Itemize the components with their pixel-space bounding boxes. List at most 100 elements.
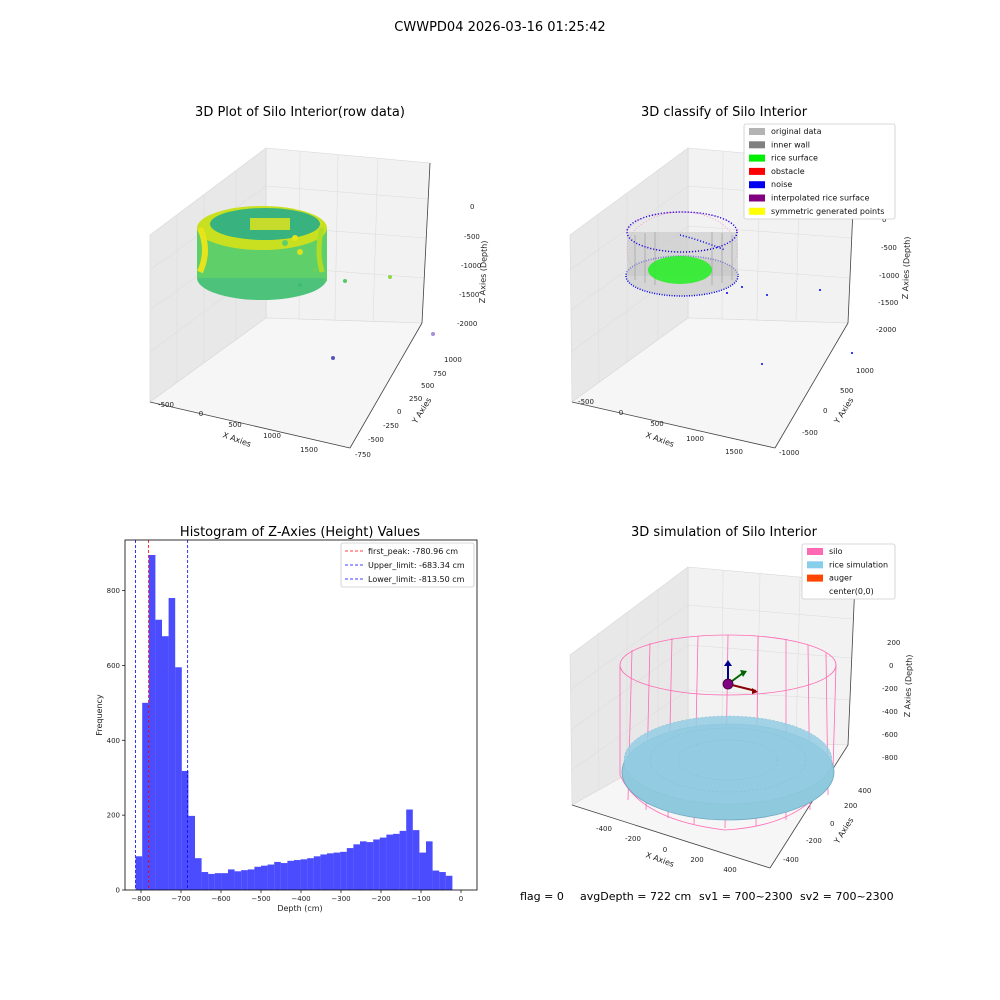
histogram-bar bbox=[346, 848, 354, 890]
legend-swatch bbox=[807, 548, 823, 555]
histogram-bar bbox=[241, 870, 248, 890]
histogram-bar bbox=[426, 841, 433, 890]
legend-swatch bbox=[749, 154, 765, 162]
legend-items: silo rice simulation auger center(0,0) bbox=[807, 547, 888, 596]
simulation-y-ticks: -400 -200 0 200 400 bbox=[783, 787, 871, 864]
legend-label: Upper_limit: -683.34 cm bbox=[368, 561, 465, 570]
histogram-bar bbox=[155, 619, 162, 890]
histogram-bar bbox=[386, 834, 393, 890]
classify-point-cloud bbox=[625, 211, 853, 365]
histogram-bar bbox=[135, 856, 143, 890]
z-tick: -1000 bbox=[461, 262, 481, 270]
x-tick: 1000 bbox=[263, 432, 281, 440]
z-tick: -400 bbox=[882, 708, 898, 716]
x-tick: -400 bbox=[596, 825, 612, 833]
y-tick: -250 bbox=[383, 422, 399, 430]
histogram-bar bbox=[267, 864, 275, 890]
z-tick: 0 bbox=[470, 203, 474, 211]
y-tick: 1000 bbox=[856, 367, 874, 375]
y-tick: 0 bbox=[830, 820, 834, 828]
histogram-bar bbox=[373, 839, 380, 890]
histogram-bar bbox=[201, 872, 209, 890]
x-tick: 1500 bbox=[300, 446, 318, 454]
z-tick: -500 bbox=[881, 244, 897, 252]
legend-items: first_peak: -780.96 cm Upper_limit: -683.… bbox=[345, 547, 465, 584]
z-tick: 200 bbox=[887, 639, 900, 647]
y-tick: 250 bbox=[409, 395, 422, 403]
x-tick-label: −600 bbox=[211, 895, 230, 903]
histogram-bar bbox=[340, 851, 347, 890]
raw-z-ticks: 0 -500 -1000 -1500 -2000 bbox=[457, 203, 481, 328]
raw-point-cloud bbox=[197, 206, 435, 360]
legend-swatch bbox=[749, 181, 765, 189]
x-tick: 400 bbox=[723, 866, 736, 874]
raw-axes-box bbox=[149, 147, 431, 449]
z-tick: -1000 bbox=[879, 272, 899, 280]
histogram-bar bbox=[445, 875, 453, 890]
classify-y-ticks: -1000 -500 0 500 1000 bbox=[779, 367, 874, 457]
z-tick: -800 bbox=[882, 754, 898, 762]
histogram-bar bbox=[228, 869, 235, 890]
x-tick-label: −500 bbox=[251, 895, 270, 903]
histogram-bar bbox=[393, 833, 400, 890]
histogram-bar bbox=[254, 866, 261, 890]
y-tick: 750 bbox=[433, 370, 446, 378]
histogram-bar bbox=[300, 859, 308, 890]
histogram-bar bbox=[274, 861, 281, 890]
simulation-y-label: Y Axies bbox=[832, 816, 856, 846]
z-tick: 0 bbox=[882, 216, 886, 224]
histogram-bar bbox=[320, 854, 327, 890]
x-tick-label: −100 bbox=[411, 895, 430, 903]
y-tick: -200 bbox=[806, 837, 822, 845]
legend-label: obstacle bbox=[771, 167, 805, 176]
legend-label: symmetric generated points bbox=[771, 207, 884, 216]
simulation-render bbox=[619, 634, 837, 831]
y-tick: -500 bbox=[368, 436, 384, 444]
x-tick-label: −800 bbox=[131, 895, 150, 903]
y-tick-label: 0 bbox=[116, 887, 120, 895]
classify-title: 3D classify of Silo Interior bbox=[641, 105, 808, 120]
simulation-x-ticks: -400 -200 0 200 400 bbox=[596, 825, 737, 874]
histogram-bar bbox=[195, 858, 202, 890]
histogram-bar bbox=[353, 844, 360, 890]
avg-depth-value: avgDepth = 722 cm bbox=[580, 890, 691, 903]
classify-x-ticks: -500 0 500 1000 1500 bbox=[578, 398, 743, 456]
legend-label: Lower_limit: -813.50 cm bbox=[368, 575, 465, 584]
legend-swatch bbox=[749, 141, 765, 149]
classify-z-ticks: 0 -500 -1000 -1500 -2000 bbox=[876, 216, 899, 334]
sv1-value: sv1 = 700~2300 bbox=[699, 890, 793, 903]
histogram-bar bbox=[221, 873, 228, 890]
simulation-title: 3D simulation of Silo Interior bbox=[631, 525, 818, 540]
legend-label: first_peak: -780.96 cm bbox=[368, 547, 458, 556]
histogram-bar bbox=[234, 871, 242, 890]
simulation-x-label: X Axies bbox=[644, 850, 675, 869]
simulation-z-ticks: 200 0 -200 -400 -600 -800 bbox=[882, 639, 900, 762]
z-tick: 0 bbox=[889, 662, 893, 670]
classify-x-label: X Axies bbox=[644, 430, 675, 449]
y-tick: 0 bbox=[397, 408, 401, 416]
histogram-bar bbox=[313, 856, 321, 890]
histogram-bar bbox=[419, 852, 426, 890]
legend-swatch bbox=[749, 167, 765, 175]
y-tick-label: 600 bbox=[107, 662, 120, 670]
classify-panel: 3D classify of Silo Interior -500 0 500 … bbox=[569, 105, 912, 457]
classify-y-label: Y Axies bbox=[832, 396, 856, 426]
y-tick: -400 bbox=[783, 856, 799, 864]
x-tick-label: 0 bbox=[459, 895, 463, 903]
histogram-bar bbox=[208, 873, 215, 890]
histogram-bar bbox=[327, 853, 334, 890]
raw-z-label: Z Axies (Depth) bbox=[478, 240, 489, 303]
x-tick: 500 bbox=[650, 420, 663, 428]
z-tick: -600 bbox=[882, 731, 898, 739]
y-tick: -750 bbox=[355, 451, 371, 459]
sv2-value: sv2 = 700~2300 bbox=[800, 890, 894, 903]
histogram-bar bbox=[439, 872, 446, 890]
histogram-bar bbox=[366, 842, 374, 890]
y-tick: 200 bbox=[844, 802, 857, 810]
y-tick-label: 200 bbox=[107, 812, 120, 820]
y-tick: -1000 bbox=[779, 449, 799, 457]
z-tick: -2000 bbox=[457, 320, 477, 328]
histogram-bar bbox=[406, 809, 413, 890]
histogram-panel: Histogram of Z-Axies (Height) Values −80… bbox=[95, 525, 478, 913]
y-tick: 500 bbox=[840, 387, 853, 395]
